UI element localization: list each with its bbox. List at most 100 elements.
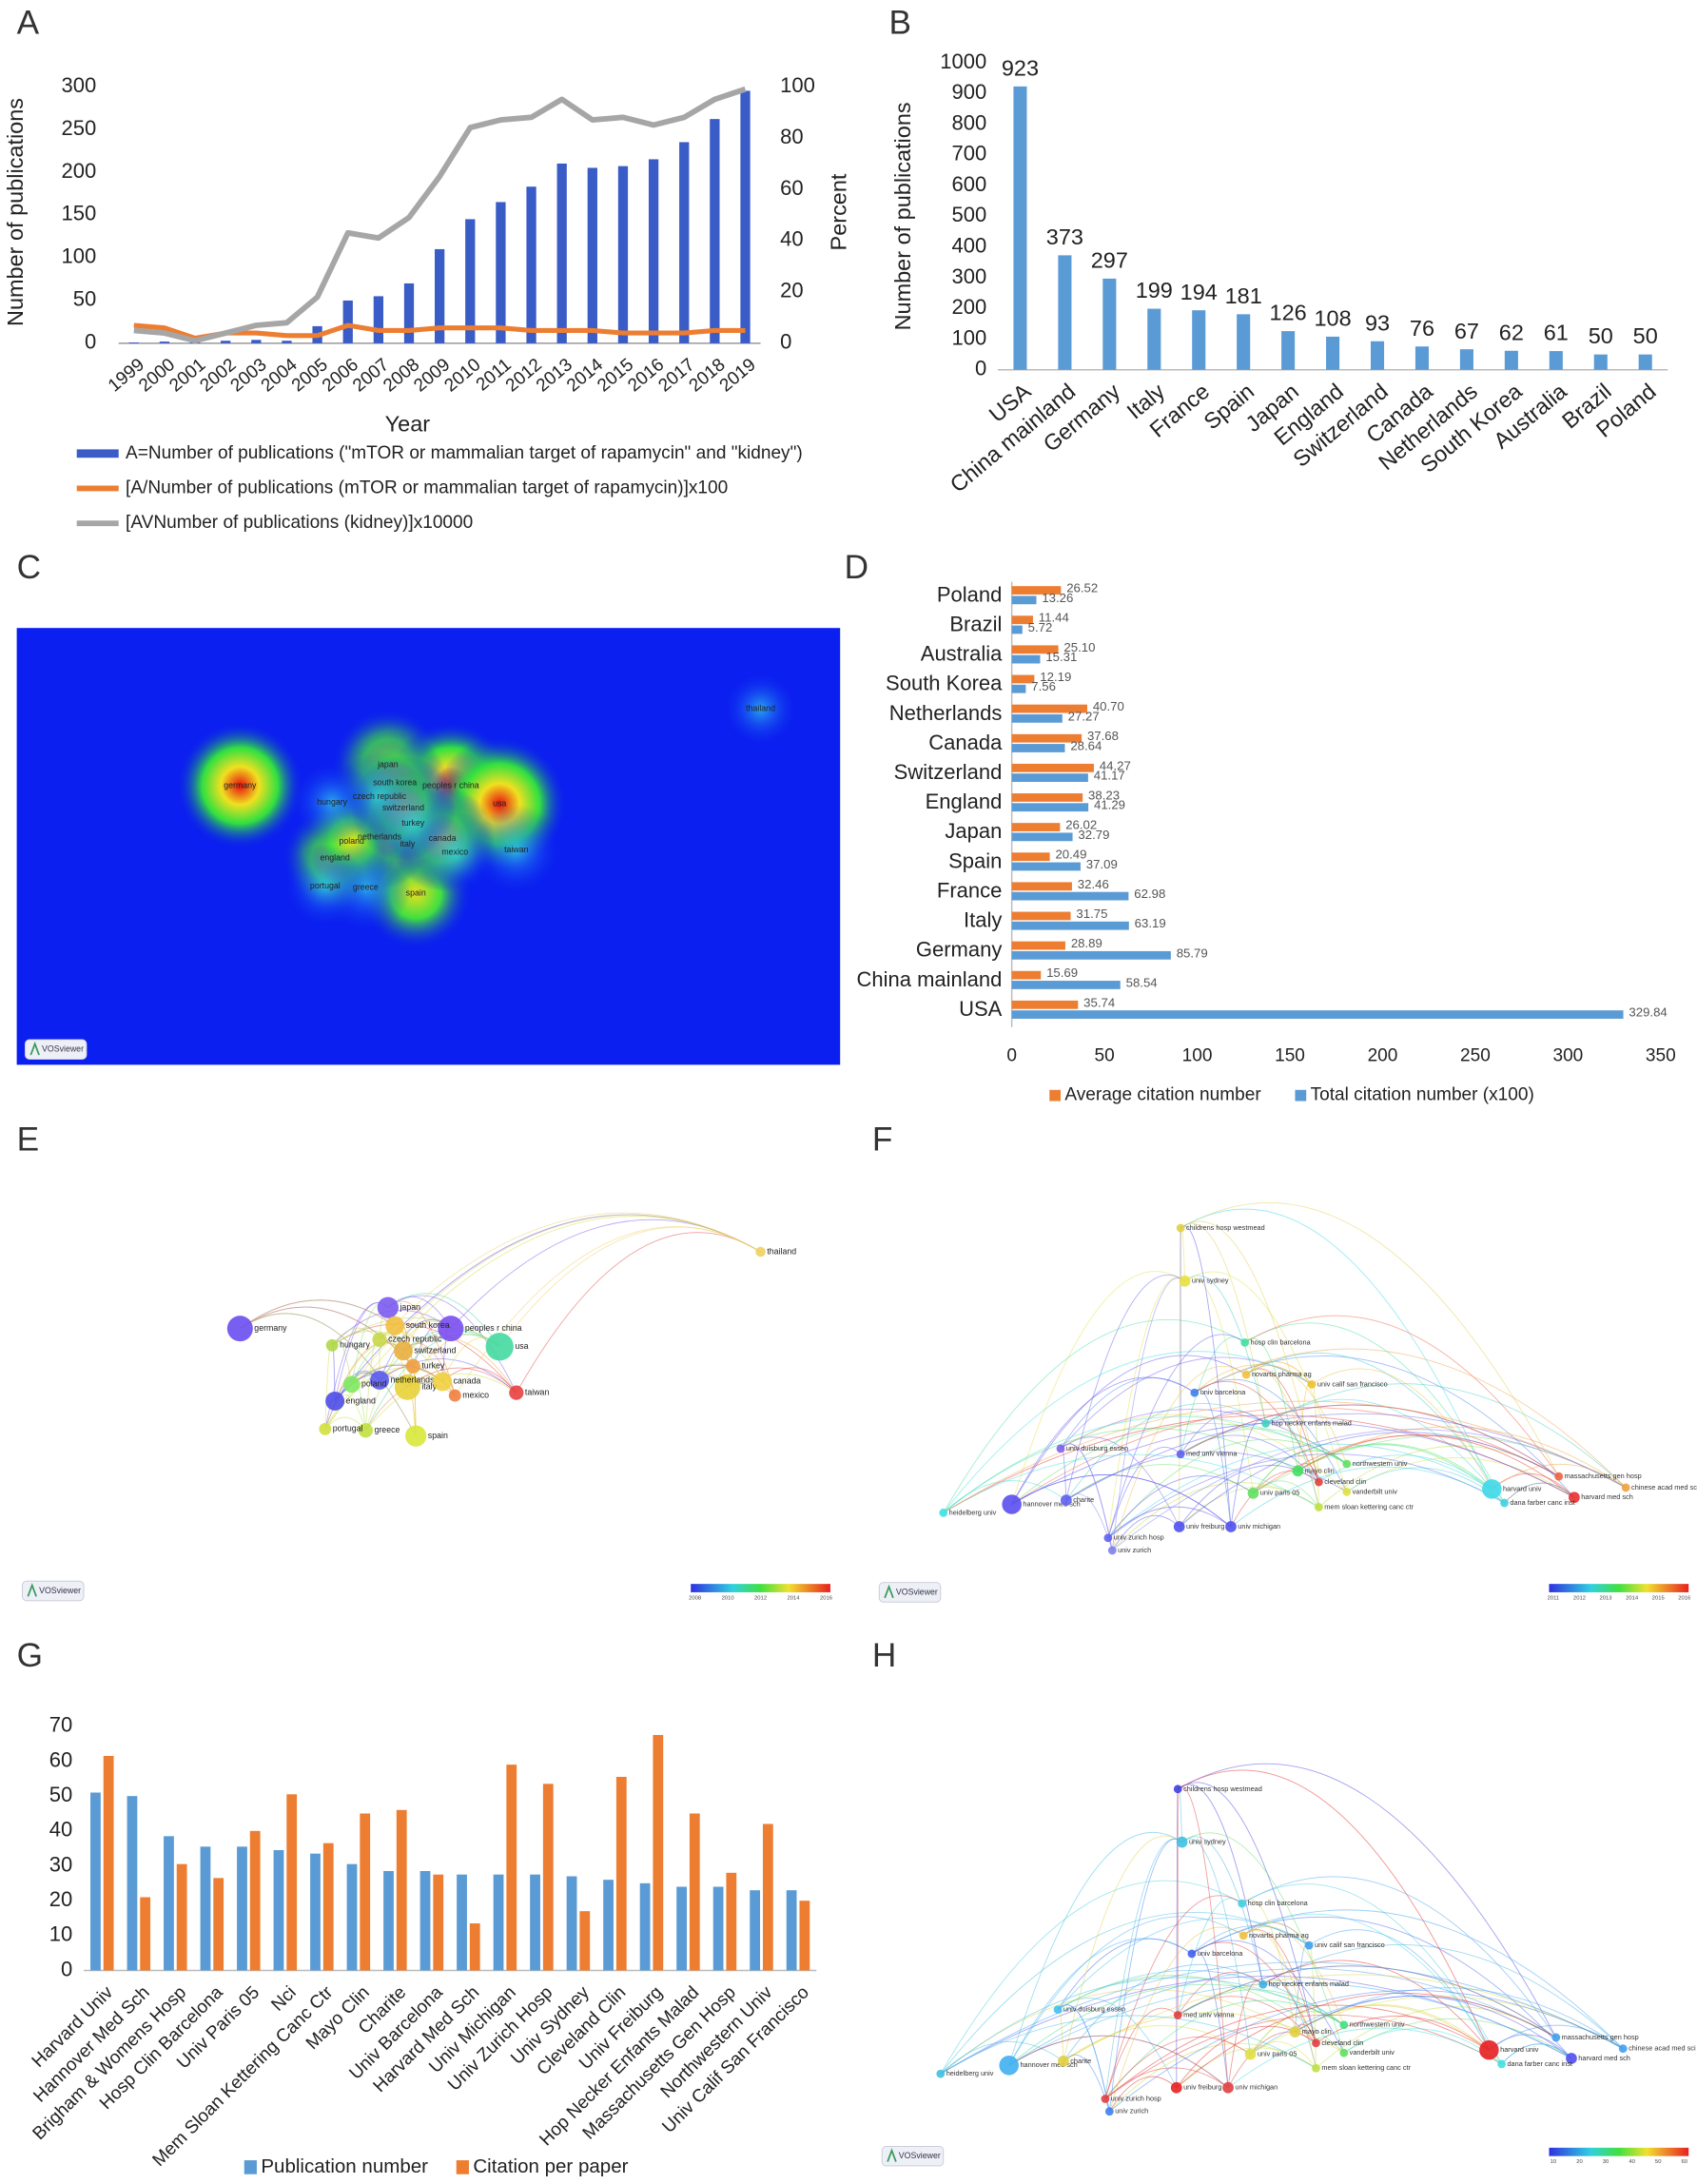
line (133, 86, 747, 344)
bar (383, 1871, 394, 1971)
y-tick-label: 30 (49, 1852, 72, 1876)
value-label: 50 (1633, 323, 1658, 348)
node (325, 1391, 345, 1411)
bar (103, 1755, 114, 1971)
edge (1194, 1348, 1627, 1489)
value-label: 297 (1091, 248, 1128, 273)
edge (1177, 1785, 1183, 1843)
node-label: mayo clin (1302, 2027, 1332, 2036)
y-tick-label: 800 (952, 110, 987, 134)
node (1173, 2011, 1182, 2019)
node-label: hungary (317, 797, 347, 807)
edge (1008, 2035, 1229, 2089)
bar (1013, 86, 1027, 370)
bar (373, 296, 384, 343)
node (1342, 1459, 1352, 1469)
value-label: 329.84 (1629, 1005, 1667, 1020)
bar (286, 1794, 298, 1971)
y-tick-label: South Korea (886, 672, 1003, 695)
value-label: 76 (1410, 316, 1434, 341)
color-bar-label: 2010 (722, 1595, 735, 1601)
edge (940, 1880, 1242, 2075)
bar (1011, 882, 1072, 891)
edge (1063, 2024, 1251, 2062)
edge (1242, 1913, 1502, 2065)
edge (1057, 1975, 1345, 2054)
edge (1177, 1971, 1264, 2016)
node (1261, 1419, 1271, 1428)
value-label: 63.19 (1135, 916, 1166, 930)
y2-tick-label: 40 (780, 227, 803, 251)
edge (1227, 2027, 1502, 2089)
node-label: univ zurich (1115, 2107, 1148, 2116)
badge (878, 1582, 942, 1603)
color-bar-label: 2008 (689, 1595, 701, 1601)
edge (1008, 1968, 1557, 2066)
value-label: 181 (1225, 283, 1262, 308)
edge (1180, 1224, 1186, 1281)
node-label: univ sydney (1192, 1277, 1229, 1285)
edge (240, 1299, 396, 1330)
panel-label: D (845, 549, 868, 586)
value-label: 44.27 (1100, 758, 1131, 772)
edge (1179, 1432, 1559, 1528)
y2-tick-label: 60 (780, 176, 803, 200)
edge (1242, 1921, 1310, 1946)
bar (396, 1809, 407, 1971)
node (325, 1338, 339, 1352)
node-label: univ michigan (1235, 2083, 1278, 2092)
bar (1326, 336, 1340, 370)
axis-title: Year (385, 412, 431, 437)
bar (1011, 1000, 1079, 1009)
edge (1346, 1467, 1505, 1504)
y-tick-label: 60 (49, 1747, 72, 1771)
value-label: 108 (1314, 306, 1351, 331)
node-label: mexico (462, 1390, 489, 1399)
node-label: taiwan (525, 1387, 550, 1396)
bar (1281, 331, 1296, 370)
node-label: poland (340, 836, 365, 846)
legend-swatch (244, 2160, 257, 2174)
edge (1180, 1202, 1560, 1477)
bar (435, 248, 445, 343)
color-bar (691, 1584, 830, 1592)
edge (1181, 1832, 1345, 2054)
node-label: univ calif san francisco (1315, 1940, 1385, 1949)
node (438, 1316, 464, 1342)
bar (251, 340, 262, 343)
node-label: childrens hosp westmead (1183, 1784, 1262, 1793)
node-label: hannover med sch (1020, 2060, 1077, 2069)
node-label: thailand (767, 1246, 796, 1256)
bar (689, 1813, 700, 1971)
bar (1011, 704, 1087, 713)
node (1170, 2081, 1182, 2094)
node-label: univ zurich (1118, 1546, 1151, 1554)
y-tick-label: Spain (948, 848, 1002, 872)
x-tick-label: 150 (1275, 1046, 1305, 1066)
edge (1060, 1414, 1348, 1492)
edge (1318, 1454, 1492, 1490)
bar (648, 159, 659, 343)
node-label: charite (1073, 1495, 1094, 1504)
edge (1184, 1271, 1348, 1492)
node (1241, 1370, 1251, 1379)
edge (1180, 1428, 1348, 1465)
bar (1011, 981, 1121, 989)
node (1339, 2020, 1349, 2030)
node (1176, 1450, 1185, 1459)
bar (1459, 349, 1473, 370)
y-tick-label: Poland (937, 582, 1003, 606)
y-tick-label: Canada (928, 731, 1003, 754)
node-label: childrens hosp westmead (1186, 1223, 1265, 1232)
bar (1011, 803, 1089, 812)
bar (1011, 970, 1042, 980)
node-label: usa (515, 1341, 528, 1351)
value-label: 7.56 (1031, 679, 1056, 693)
edge (943, 1351, 1313, 1513)
value-label: 12.19 (1040, 670, 1071, 684)
bar (140, 1897, 151, 1971)
edge (1297, 1426, 1627, 1489)
node (1289, 2026, 1301, 2038)
node-label: japan (377, 759, 399, 769)
edge (1063, 1835, 1182, 2061)
